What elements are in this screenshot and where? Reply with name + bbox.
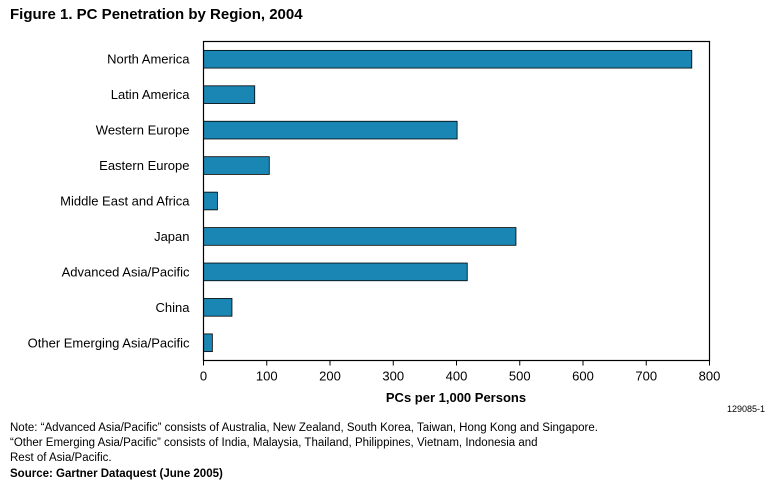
category-label: Eastern Europe [99,158,189,173]
category-label: Latin America [111,87,191,102]
bar-chart: North America Latin America Western Europe… [28,40,721,405]
figure-id: 129085-1 [726,404,765,414]
x-tick-label: 0 [200,369,207,384]
note-line: Rest of Asia/Pacific. [10,452,112,464]
x-axis-ticks: 0 100 200 300 400 500 600 700 800 [200,360,721,384]
category-label: Advanced Asia/Pacific [62,264,190,279]
note-line: “Other Emerging Asia/Pacific” consists o… [10,437,538,449]
source-line: Source: Gartner Dataquest (June 2005) [10,468,223,480]
x-tick-label: 500 [509,369,531,384]
x-axis-title: PCs per 1,000 Persons [386,390,526,405]
bar [203,298,233,317]
figure-title: Figure 1. PC Penetration by Region, 2004 [10,6,303,23]
bar [203,85,256,104]
bars-group [203,49,693,353]
category-label: Middle East and Africa [60,194,190,209]
x-tick-label: 300 [382,369,404,384]
x-tick-label: 600 [572,369,594,384]
bar [203,333,213,353]
bar [203,120,458,140]
x-tick-label: 800 [699,369,721,384]
x-tick-label: 200 [319,369,341,384]
notes: Note: “Advanced Asia/Pacific” consists o… [10,421,598,466]
bar [203,49,693,69]
note-line: Note: “Advanced Asia/Pacific” consists o… [10,422,598,434]
x-tick-label: 400 [446,369,468,384]
plot-frame [202,40,711,362]
category-label: Japan [154,229,189,244]
category-labels: North America Latin America Western Europe… [28,52,191,351]
category-label: China [156,300,191,315]
bar [203,156,270,175]
category-label: Western Europe [96,123,190,138]
bar [203,191,218,211]
x-tick-label: 100 [256,369,278,384]
category-label: Other Emerging Asia/Pacific [28,335,190,350]
bar [203,227,517,246]
category-label: North America [107,52,190,67]
bar [203,262,468,282]
x-tick-label: 700 [635,369,657,384]
